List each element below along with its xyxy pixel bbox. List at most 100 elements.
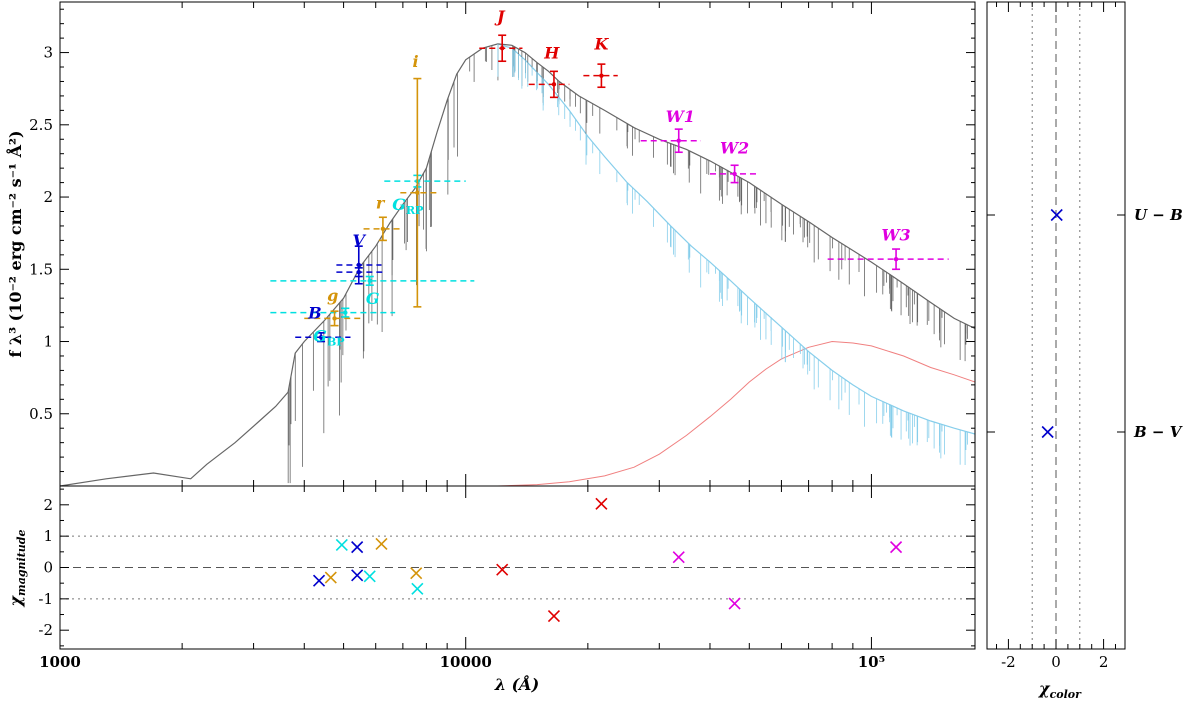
residual-point xyxy=(324,571,337,584)
model-curves xyxy=(60,43,975,486)
residual-y-axis-title: χmagnitude xyxy=(6,530,28,608)
color-index-point-stroke-b xyxy=(1050,208,1063,222)
residual-point-stroke-b xyxy=(410,567,423,580)
residual-point xyxy=(351,569,364,582)
residual-reference-lines xyxy=(60,535,975,600)
residual-point-stroke-b xyxy=(363,570,376,583)
y-tick-label: 2 xyxy=(43,496,53,514)
photometry-point xyxy=(709,164,757,184)
residual-point-stroke-b xyxy=(547,610,561,623)
x-tick-label: 0 xyxy=(1051,653,1061,671)
x-tick-label: 2 xyxy=(1099,653,1109,671)
main-frame xyxy=(59,1,976,487)
photometry-marker xyxy=(332,316,337,321)
residual-point xyxy=(411,582,424,595)
color-index-point-stroke-b xyxy=(1041,425,1054,439)
photometry-point xyxy=(270,307,396,318)
residual-point xyxy=(728,597,741,610)
residual-point-stroke-b xyxy=(889,541,903,554)
residual-point xyxy=(496,563,509,576)
residual-point-stroke-b xyxy=(312,574,326,587)
photometry-marker xyxy=(380,226,386,232)
color-x-axis: -2 0 2 xyxy=(996,2,1116,671)
color-reference-lines xyxy=(1031,2,1081,649)
band-label-subscript: RP xyxy=(406,204,423,217)
photometry-point xyxy=(270,275,475,286)
residual-point xyxy=(375,537,388,551)
y-tick-label: 1 xyxy=(43,527,53,545)
x-tick-label: -2 xyxy=(1001,653,1016,671)
residual-point-stroke-b xyxy=(595,497,608,510)
photometry-marker xyxy=(356,269,361,275)
band-label: B xyxy=(307,303,322,322)
total-model-curve xyxy=(60,43,975,486)
photometry-marker xyxy=(343,310,348,315)
band-label: H xyxy=(543,43,560,62)
residual-point-stroke-b xyxy=(335,538,348,551)
photometry-point xyxy=(363,216,403,242)
residual-point xyxy=(363,570,376,583)
color-index-point xyxy=(1041,425,1054,439)
color-index-point xyxy=(1050,208,1063,222)
residual-point-stroke-b xyxy=(375,537,388,551)
x-axis-title: λ (Å) xyxy=(494,673,539,694)
residual-point xyxy=(312,574,326,587)
residual-point-stroke-b xyxy=(324,571,337,584)
photometry-point xyxy=(336,267,385,278)
photometry-point xyxy=(479,34,523,63)
main-y-axis-title: f λ³ (10⁻² erg cm⁻² s⁻¹ Å²) xyxy=(4,130,25,357)
residual-point-stroke-b xyxy=(672,551,685,564)
residual-x-axis: 1000 10000 10⁵ xyxy=(39,486,885,671)
photometry-point xyxy=(583,63,618,89)
photometry-point xyxy=(827,248,949,271)
color-points xyxy=(1041,208,1063,439)
photometry-point xyxy=(640,128,701,154)
color-x-axis-title: χcolor xyxy=(1038,679,1082,701)
residual-y-axis: -2 -1 0 1 2 xyxy=(38,488,975,647)
y-tick-label: -2 xyxy=(38,621,53,639)
residual-point-stroke-b xyxy=(496,563,509,576)
residual-point xyxy=(672,551,685,564)
absorption-lines xyxy=(287,43,968,484)
y-tick-label: 1 xyxy=(43,333,53,351)
photometry-point xyxy=(295,332,351,343)
residual-point xyxy=(351,541,364,554)
band-label: g xyxy=(327,286,338,305)
color-index-labels: U − B B − V xyxy=(987,206,1183,441)
photometry-point xyxy=(528,70,570,99)
band-label: W3 xyxy=(882,225,911,244)
band-label: W2 xyxy=(720,139,749,158)
photometry-marker xyxy=(599,73,604,78)
residual-point xyxy=(547,610,561,623)
x-tick-label: 1000 xyxy=(39,653,81,671)
residual-point xyxy=(595,497,608,510)
main-y-axis: 0.5 1 1.5 2 2.5 3 xyxy=(29,8,975,473)
residual-point-stroke-b xyxy=(411,582,424,595)
photometry-point xyxy=(400,77,438,308)
residual-point-stroke-b xyxy=(351,541,364,554)
photometry-point xyxy=(336,245,382,285)
x-tick-label: 10⁵ xyxy=(858,653,885,671)
photometry-marker xyxy=(499,46,505,51)
band-label: W1 xyxy=(666,107,695,126)
color-index-label: B − V xyxy=(1133,423,1183,441)
band-label: r xyxy=(376,194,386,213)
photometry-marker xyxy=(415,190,420,195)
photometry-marker xyxy=(367,278,372,284)
residual-point xyxy=(889,541,903,554)
residual-point xyxy=(335,538,348,551)
photometry-marker xyxy=(676,138,681,143)
photometry-point xyxy=(304,310,361,327)
band-label: J xyxy=(494,7,506,26)
band-label-subscript: BP xyxy=(327,336,345,349)
band-label: V xyxy=(353,231,367,250)
band-label: K xyxy=(593,35,609,54)
photometry-marker xyxy=(893,256,899,262)
y-tick-label: -1 xyxy=(38,590,53,608)
main-x-ticks xyxy=(59,2,872,486)
main-plot-area xyxy=(60,34,975,486)
color-panel: -2 0 2 U − B B − V χcolor xyxy=(986,1,1183,701)
